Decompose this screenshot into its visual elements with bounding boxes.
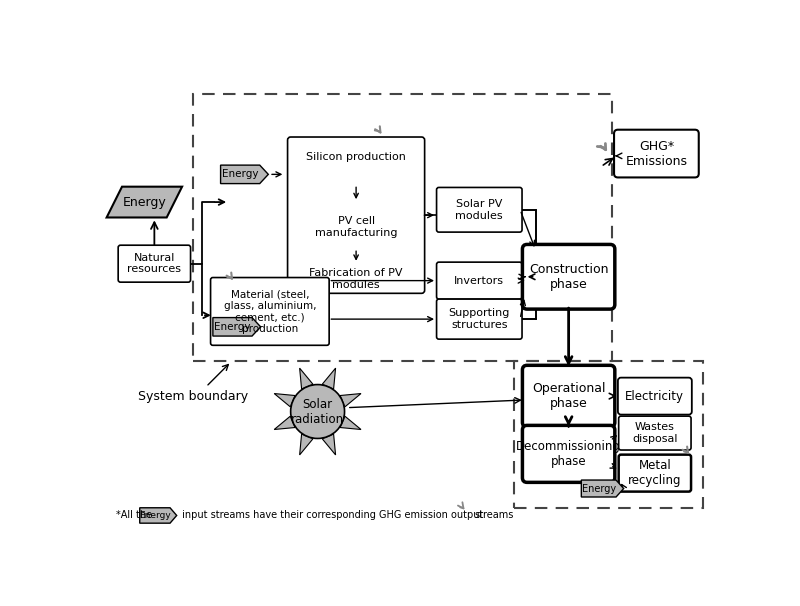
Polygon shape (274, 416, 295, 430)
Text: Wastes
disposal: Wastes disposal (632, 422, 678, 444)
Text: System boundary: System boundary (138, 390, 248, 402)
FancyBboxPatch shape (614, 130, 698, 178)
Bar (514, 361, 702, 508)
Polygon shape (322, 368, 335, 389)
FancyBboxPatch shape (522, 425, 615, 482)
FancyBboxPatch shape (618, 454, 691, 491)
Polygon shape (140, 508, 177, 523)
Text: Natural
resources: Natural resources (127, 253, 182, 275)
Text: Metal
recycling: Metal recycling (628, 459, 682, 487)
Polygon shape (340, 416, 361, 430)
FancyBboxPatch shape (437, 187, 522, 232)
Text: Energy: Energy (214, 322, 250, 332)
FancyBboxPatch shape (210, 278, 329, 345)
Text: PV cell
manufacturing: PV cell manufacturing (315, 216, 398, 238)
Text: input streams have their corresponding GHG emission output: input streams have their corresponding G… (179, 510, 486, 521)
Text: Energy: Energy (222, 169, 258, 179)
Text: Energy: Energy (122, 196, 166, 208)
Circle shape (290, 385, 345, 439)
Polygon shape (300, 368, 313, 389)
FancyBboxPatch shape (437, 262, 522, 299)
FancyBboxPatch shape (287, 137, 425, 293)
Text: Operational
phase: Operational phase (532, 382, 606, 410)
Text: Supporting
structures: Supporting structures (449, 308, 510, 330)
Text: Invertors: Invertors (454, 276, 504, 285)
Text: Energy: Energy (582, 484, 616, 493)
FancyBboxPatch shape (618, 378, 692, 415)
Text: Electricity: Electricity (626, 390, 684, 402)
Bar (193, 95, 612, 361)
FancyBboxPatch shape (118, 245, 190, 282)
Text: Construction
phase: Construction phase (529, 263, 608, 291)
Text: Solar PV
modules: Solar PV modules (455, 199, 503, 221)
Text: *All the: *All the (116, 510, 155, 521)
FancyBboxPatch shape (522, 244, 615, 309)
FancyBboxPatch shape (618, 416, 691, 450)
Text: Energy: Energy (139, 511, 170, 520)
Text: Solar
radiation: Solar radiation (291, 398, 344, 425)
Polygon shape (300, 434, 313, 455)
Polygon shape (322, 434, 335, 455)
Polygon shape (274, 393, 295, 407)
FancyBboxPatch shape (522, 365, 615, 427)
Text: streams: streams (474, 510, 514, 521)
Text: Silicon production: Silicon production (306, 153, 406, 162)
Text: Material (steel,
glass, aluminium,
cement, etc.)
production: Material (steel, glass, aluminium, cemen… (224, 289, 316, 334)
FancyBboxPatch shape (437, 299, 522, 339)
Text: GHG*
Emissions: GHG* Emissions (626, 139, 687, 168)
Polygon shape (106, 187, 182, 218)
Polygon shape (582, 480, 624, 497)
Text: Decommissioning
phase: Decommissioning phase (516, 440, 621, 468)
Polygon shape (340, 393, 361, 407)
Polygon shape (221, 165, 268, 184)
Polygon shape (213, 318, 261, 336)
Text: Fabrication of PV
modules: Fabrication of PV modules (310, 268, 403, 290)
